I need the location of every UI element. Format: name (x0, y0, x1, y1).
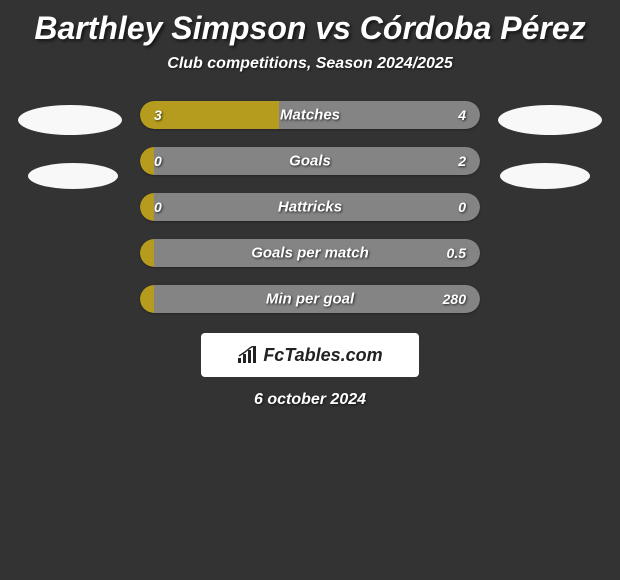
stat-value-right: 2 (458, 153, 466, 169)
brand-badge: FcTables.com (201, 333, 419, 377)
stat-label: Goals (289, 153, 331, 170)
bar-left (140, 147, 154, 175)
brand-text: FcTables.com (263, 345, 382, 366)
stat-label: Matches (280, 107, 340, 124)
page-date: 6 october 2024 (0, 391, 620, 409)
comparison-content: 3 Matches 4 0 Goals 2 0 Hattricks 0 Goal… (0, 101, 620, 313)
bar-left (140, 239, 154, 267)
stat-value-left: 0 (154, 199, 162, 215)
player1-club-avatar (28, 163, 118, 189)
brand-chart-icon (237, 346, 259, 364)
stat-value-left: 0 (154, 153, 162, 169)
player1-avatar (18, 105, 122, 135)
player2-club-avatar (500, 163, 590, 189)
page-title: Barthley Simpson vs Córdoba Pérez (0, 0, 620, 55)
bar-left (140, 193, 154, 221)
stat-value-right: 280 (443, 291, 466, 307)
stat-bars: 3 Matches 4 0 Goals 2 0 Hattricks 0 Goal… (140, 101, 480, 313)
stat-row-hattricks: 0 Hattricks 0 (140, 193, 480, 221)
stat-label: Goals per match (251, 245, 369, 262)
player2-avatar (498, 105, 602, 135)
page-subtitle: Club competitions, Season 2024/2025 (0, 55, 620, 101)
right-avatar-col (498, 101, 602, 189)
stat-row-mpg: Min per goal 280 (140, 285, 480, 313)
stat-value-left: 3 (154, 107, 162, 123)
stat-value-right: 0 (458, 199, 466, 215)
stat-label: Min per goal (266, 291, 354, 308)
stat-row-matches: 3 Matches 4 (140, 101, 480, 129)
stat-value-right: 0.5 (447, 245, 466, 261)
left-avatar-col (18, 101, 122, 189)
stat-row-gpm: Goals per match 0.5 (140, 239, 480, 267)
stat-label: Hattricks (278, 199, 342, 216)
stat-row-goals: 0 Goals 2 (140, 147, 480, 175)
bar-left (140, 285, 154, 313)
stat-value-right: 4 (458, 107, 466, 123)
